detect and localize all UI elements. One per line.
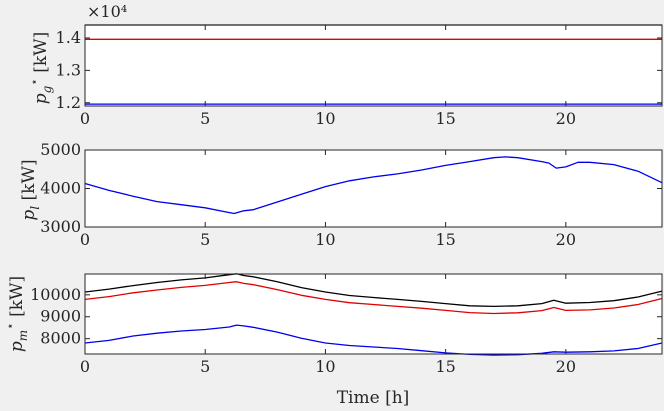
- panel-pm: 0 5 10 15 20 8000 9000 10000 pm⋆ [kW] Time [h]: [3, 273, 663, 408]
- y-tick-label-pm-1: 9000: [40, 307, 81, 326]
- plot-area-pm: [85, 274, 662, 354]
- x-tick-label-pg-2: 10: [315, 109, 335, 128]
- y-tick-label-pm-0: 8000: [40, 329, 81, 348]
- axes-box-pg: [84, 24, 663, 107]
- x-axis-label: Time [h]: [337, 388, 410, 408]
- series-line-pm-1: [84, 281, 663, 315]
- x-tick-label-pg-0: 0: [80, 109, 90, 128]
- plot-area-pl: [85, 150, 662, 227]
- series-line-pm-0: [84, 273, 663, 308]
- axes-box-pl: [84, 149, 663, 228]
- x-tick-label-pl-4: 20: [556, 230, 576, 249]
- tick-layer-pg: 0 5 10 15 20 1.2 1.3 1.4: [56, 25, 662, 128]
- y-tick-label-pg-1: 1.3: [56, 60, 81, 79]
- x-tick-label-pl-1: 5: [200, 230, 210, 249]
- x-tick-label-pg-1: 5: [200, 109, 210, 128]
- panel-pg: 0 5 10 15 20 1.2 1.3 1.4 ×10⁴ pg⋆ [kW]: [27, 2, 663, 128]
- series-layer-pm: [84, 273, 663, 356]
- y-tick-label-pl-2: 5000: [40, 140, 81, 159]
- plot-area-pg: [85, 25, 662, 106]
- x-tick-label-pg-3: 15: [435, 109, 455, 128]
- x-tick-label-pm-1: 5: [200, 357, 210, 376]
- axes-box-pm: [84, 273, 663, 355]
- series-layer-pl: [84, 156, 663, 215]
- y-tick-label-pl-0: 3000: [40, 217, 81, 236]
- x-tick-label-pg-4: 20: [556, 109, 576, 128]
- y-tick-label-pg-0: 1.2: [56, 93, 81, 112]
- x-tick-label-pl-3: 15: [435, 230, 455, 249]
- x-tick-label-pm-0: 0: [80, 357, 90, 376]
- series-line-pl-0: [84, 156, 663, 215]
- y-axis-label-pl: pl [kW]: [19, 159, 42, 220]
- tick-layer-pm: 0 5 10 15 20 8000 9000 10000: [30, 274, 662, 376]
- y-tick-label-pg-2: 1.4: [56, 28, 81, 47]
- x-tick-label-pm-2: 10: [315, 357, 335, 376]
- y-axis-label-pg: pg⋆ [kW]: [27, 32, 54, 105]
- x-tick-label-pm-3: 15: [435, 357, 455, 376]
- y-tick-label-pl-1: 4000: [40, 179, 81, 198]
- panel-pl: 0 5 10 15 20 3000 4000 5000 pl [kW]: [19, 140, 663, 249]
- x-tick-label-pl-0: 0: [80, 230, 90, 249]
- tick-layer-pl: 0 5 10 15 20 3000 4000 5000: [40, 140, 662, 249]
- x-tick-label-pl-2: 10: [315, 230, 335, 249]
- y-exponent-pg: ×10⁴: [87, 2, 127, 21]
- series-line-pm-2: [84, 324, 663, 356]
- y-axis-label-pm: pm⋆ [kW]: [3, 276, 30, 352]
- x-tick-label-pm-4: 20: [556, 357, 576, 376]
- y-tick-label-pm-2: 10000: [30, 285, 81, 304]
